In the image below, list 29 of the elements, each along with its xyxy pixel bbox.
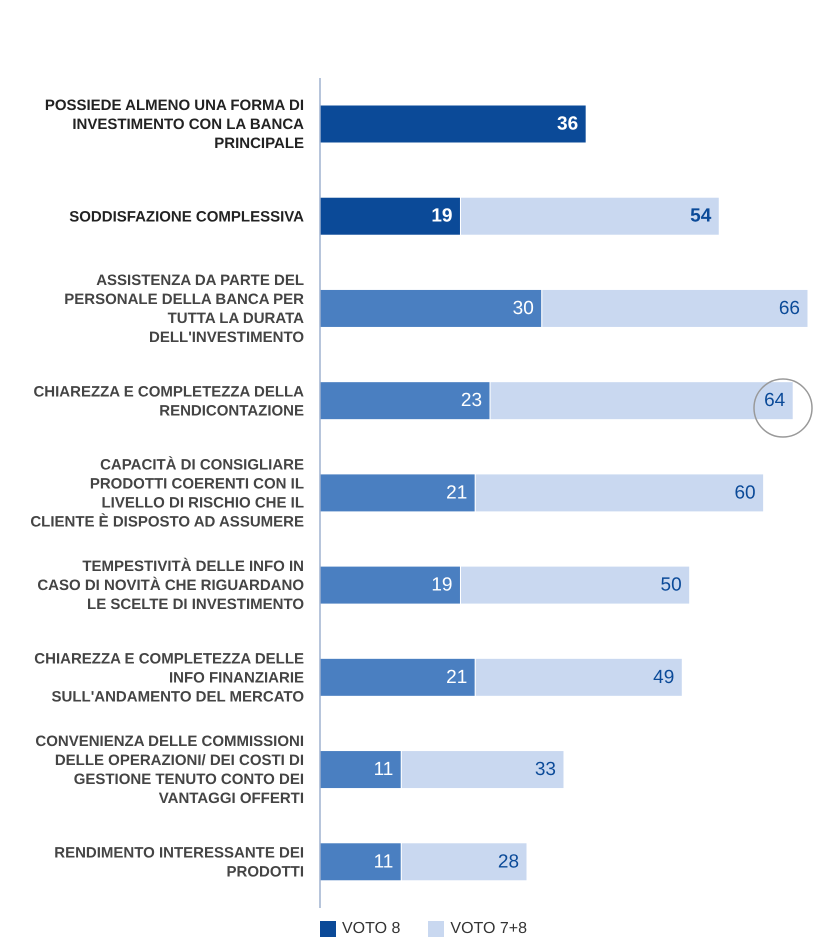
total-label: 49 [653,666,674,688]
data-label: 21 [446,482,468,504]
data-label: 19 [431,574,452,596]
y-tick-label: TEMPESTIVITÀ DELLE INFO IN CASO DI NOVITÀ CHE RIGUARDANO LE SCELTE DI INVESTIMENTO [37,556,304,613]
total-label: 60 [734,482,756,504]
y-tick-label: CAPACITÀ DI CONSIGLIARE PRODOTTI COERENTI CON IL LIVELLO DI RISCHIO CHE IL CLIENTE È DISPOSTO AD ASSUMERE [30,455,304,530]
total-label: 54 [690,206,712,227]
total-label: 28 [498,851,520,872]
total-label: 33 [534,759,556,780]
legend-label: VOTO 7+8 [450,920,528,938]
y-tick-label: CHIAREZZA E COMPLETEZZA DELLA RENDICONTAZIONE [33,382,304,419]
legend-label: VOTO 8 [342,920,400,938]
bar [320,104,587,144]
y-tick-label: CHIAREZZA E COMPLETEZZA DELLE INFO FINANZIARIE SULL'ANDAMENTO DEL MERCATO [34,650,304,705]
total-label: 50 [660,574,682,596]
data-label: 11 [374,851,394,872]
y-tick-label: ASSISTENZA DA PARTE DEL PERSONALE DELLA BANCA PER TUTTA LA DURATA DELL'INVESTIMENTO [64,272,304,346]
y-tick-label: CONVENIENZA DELLE COMMISSIONI DELLE OPERAZIONI/ DEI COSTI DI GESTIONE TENUTO CONTO DEI VANTAGGI OFFERTI [35,732,304,807]
data-label: 23 [460,390,482,412]
data-label: 21 [446,666,468,688]
y-tick-label: POSSIEDE ALMENO UNA FORMA DI INVESTIMENTO CON LA BANCA PRINCIPALE [44,96,304,152]
total-label: 64 [764,390,786,412]
data-label: 19 [431,206,452,227]
data-label: 30 [512,298,534,319]
y-tick-label: RENDIMENTO INTERESSANTE DEI PRODOTTI [54,844,304,880]
y-tick-label: SODDISFAZIONE COMPLESSIVA [69,208,304,225]
total-label: 66 [778,298,800,319]
data-label: 36 [557,114,578,134]
data-label: 11 [374,759,394,780]
